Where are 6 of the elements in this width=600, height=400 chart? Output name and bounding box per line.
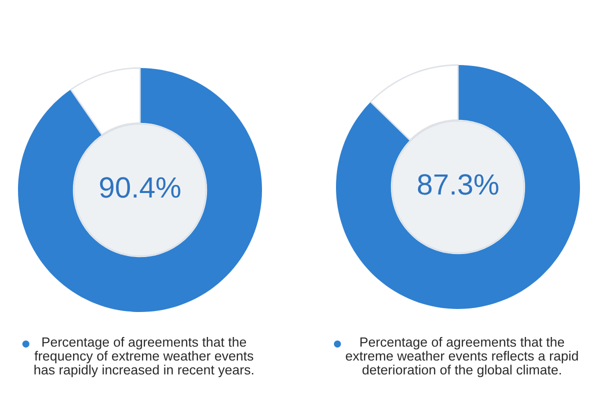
donut-slice [18,68,262,312]
donut-slice [336,65,580,309]
data-label: 87.3% [418,174,498,195]
data-label: 90.4% [100,177,180,198]
legend-label: Percentage of agreements that the frequency of extreme weather events has rapidly increased in recent years. [34,337,254,378]
legend-label: Percentage of agreements that the extreme weather events reflects a rapid deterioration of the global climate. [346,337,578,378]
